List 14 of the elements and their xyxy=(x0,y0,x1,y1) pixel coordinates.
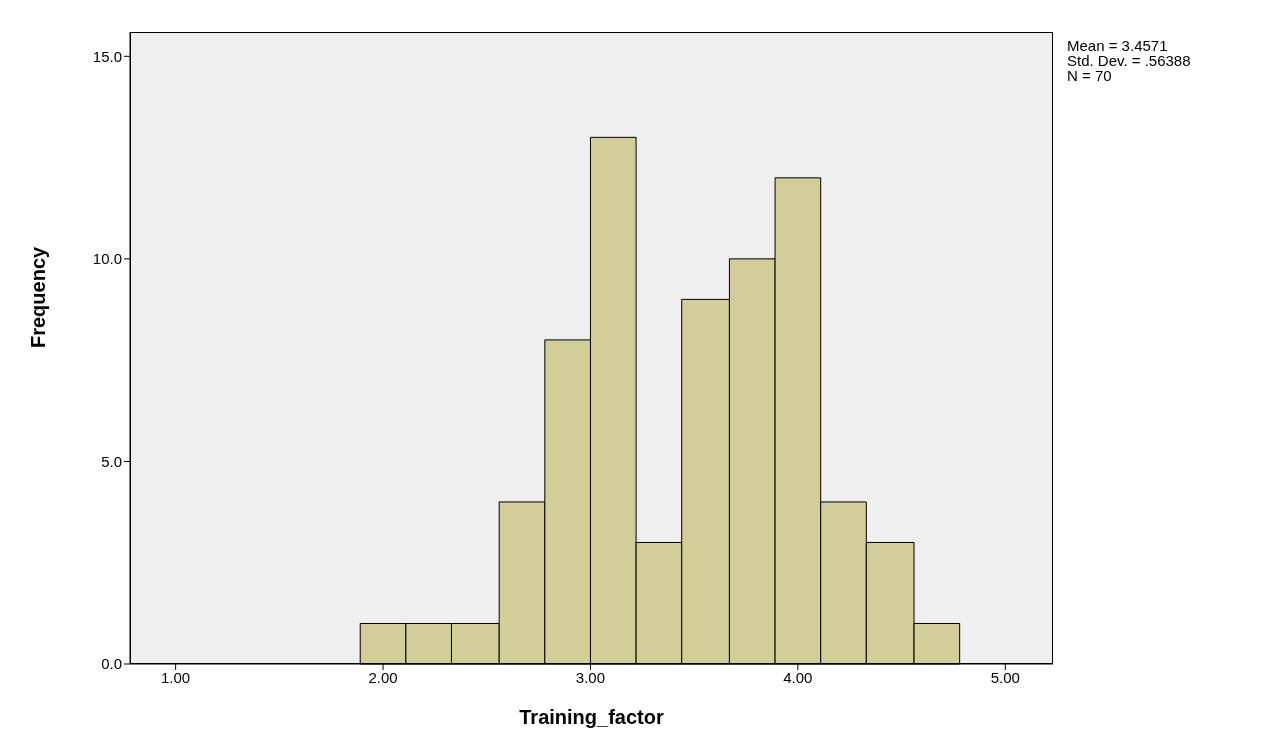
y-tick-label: 0.0 xyxy=(101,655,122,673)
x-tick-label: 4.00 xyxy=(783,668,813,686)
text: N = 70 xyxy=(1067,67,1113,84)
y-tick-label: 15.0 xyxy=(92,47,122,65)
x-axis-title: Training_factor xyxy=(519,706,664,728)
y-axis-title: Frequency xyxy=(27,245,50,348)
x-tick-label: 3.00 xyxy=(575,668,606,686)
y-tick-label: 5.0 xyxy=(101,452,122,470)
y-tick-label: 10.0 xyxy=(92,250,122,268)
x-tick-label: 1.00 xyxy=(161,668,191,686)
x-tick-label: 5.00 xyxy=(990,668,1020,686)
text: Std. Dev. = .56388 xyxy=(1067,52,1191,69)
x-tick-label: 2.00 xyxy=(368,668,398,686)
text: Mean = 3.4571 xyxy=(1067,37,1169,54)
